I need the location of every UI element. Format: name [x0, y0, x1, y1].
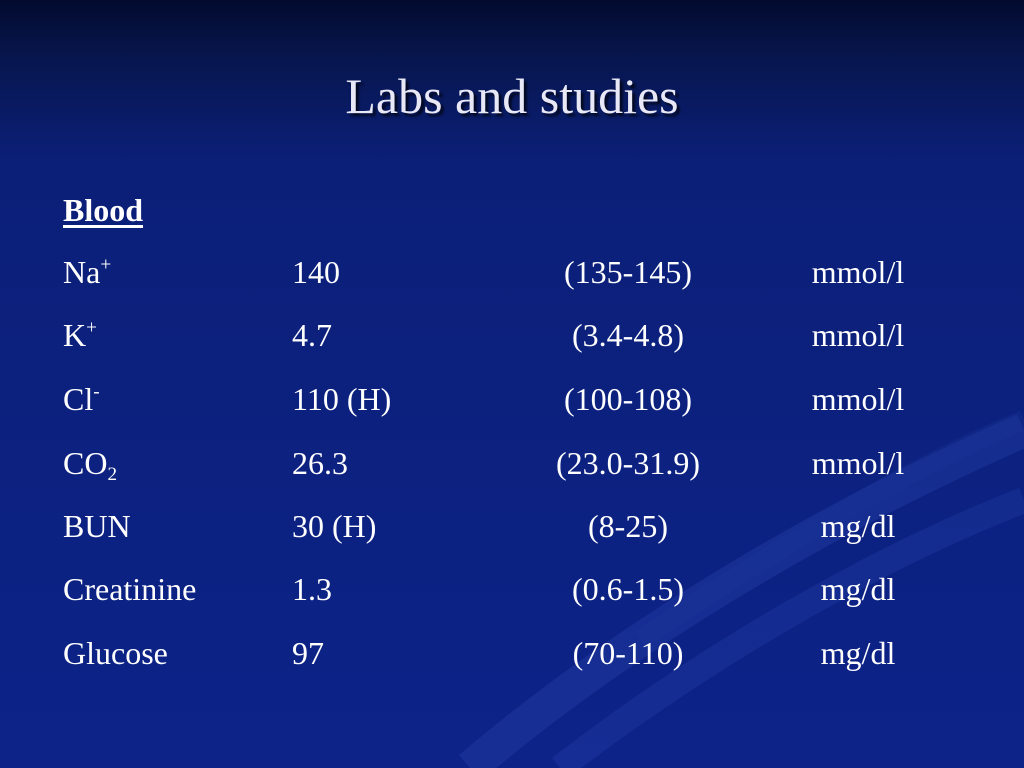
lab-reference-range: (70-110): [572, 635, 684, 671]
lab-unit: mmol/l: [811, 445, 905, 481]
lab-name: Creatinine: [63, 571, 197, 607]
lab-reference-range: (23.0-31.9): [556, 445, 700, 481]
lab-row-sodium: Na+ 140 (135-145) mmol/l: [0, 250, 1024, 294]
lab-unit: mg/dl: [820, 508, 896, 544]
lab-name: Cl-: [63, 381, 100, 417]
lab-name: K+: [63, 317, 97, 353]
lab-row-glucose: Glucose 97 (70-110) mg/dl: [0, 631, 1024, 675]
lab-value: 110 (H): [292, 381, 392, 417]
lab-row-potassium: K+ 4.7 (3.4-4.8) mmol/l: [0, 313, 1024, 357]
lab-value: 140: [292, 254, 340, 290]
lab-row-creatinine: Creatinine 1.3 (0.6-1.5) mg/dl: [0, 567, 1024, 611]
lab-unit: mmol/l: [811, 381, 905, 417]
lab-row-co2: CO2 26.3 (23.0-31.9) mmol/l: [0, 441, 1024, 485]
lab-value: 1.3: [292, 571, 332, 607]
lab-row-chloride: Cl- 110 (H) (100-108) mmol/l: [0, 377, 1024, 421]
lab-value: 97: [292, 635, 324, 671]
lab-value: 4.7: [292, 317, 332, 353]
lab-unit: mg/dl: [820, 571, 896, 607]
slide-title: Labs and studies: [345, 68, 679, 124]
lab-row-bun: BUN 30 (H) (8-25) mg/dl: [0, 504, 1024, 548]
lab-reference-range: (135-145): [564, 254, 692, 290]
lab-reference-range: (3.4-4.8): [572, 317, 684, 353]
lab-name: CO2: [63, 445, 118, 485]
lab-name: Glucose: [63, 635, 168, 671]
section-heading-blood: Blood: [63, 192, 144, 228]
lab-unit: mg/dl: [820, 635, 896, 671]
lab-unit: mmol/l: [811, 317, 905, 353]
lab-reference-range: (8-25): [588, 508, 668, 544]
lab-unit: mmol/l: [811, 254, 905, 290]
lab-value: 26.3: [292, 445, 348, 481]
lab-value: 30 (H): [292, 508, 377, 544]
lab-reference-range: (0.6-1.5): [572, 571, 684, 607]
lab-name: Na+: [63, 254, 112, 290]
lab-reference-range: (100-108): [564, 381, 692, 417]
lab-name: BUN: [63, 508, 131, 544]
